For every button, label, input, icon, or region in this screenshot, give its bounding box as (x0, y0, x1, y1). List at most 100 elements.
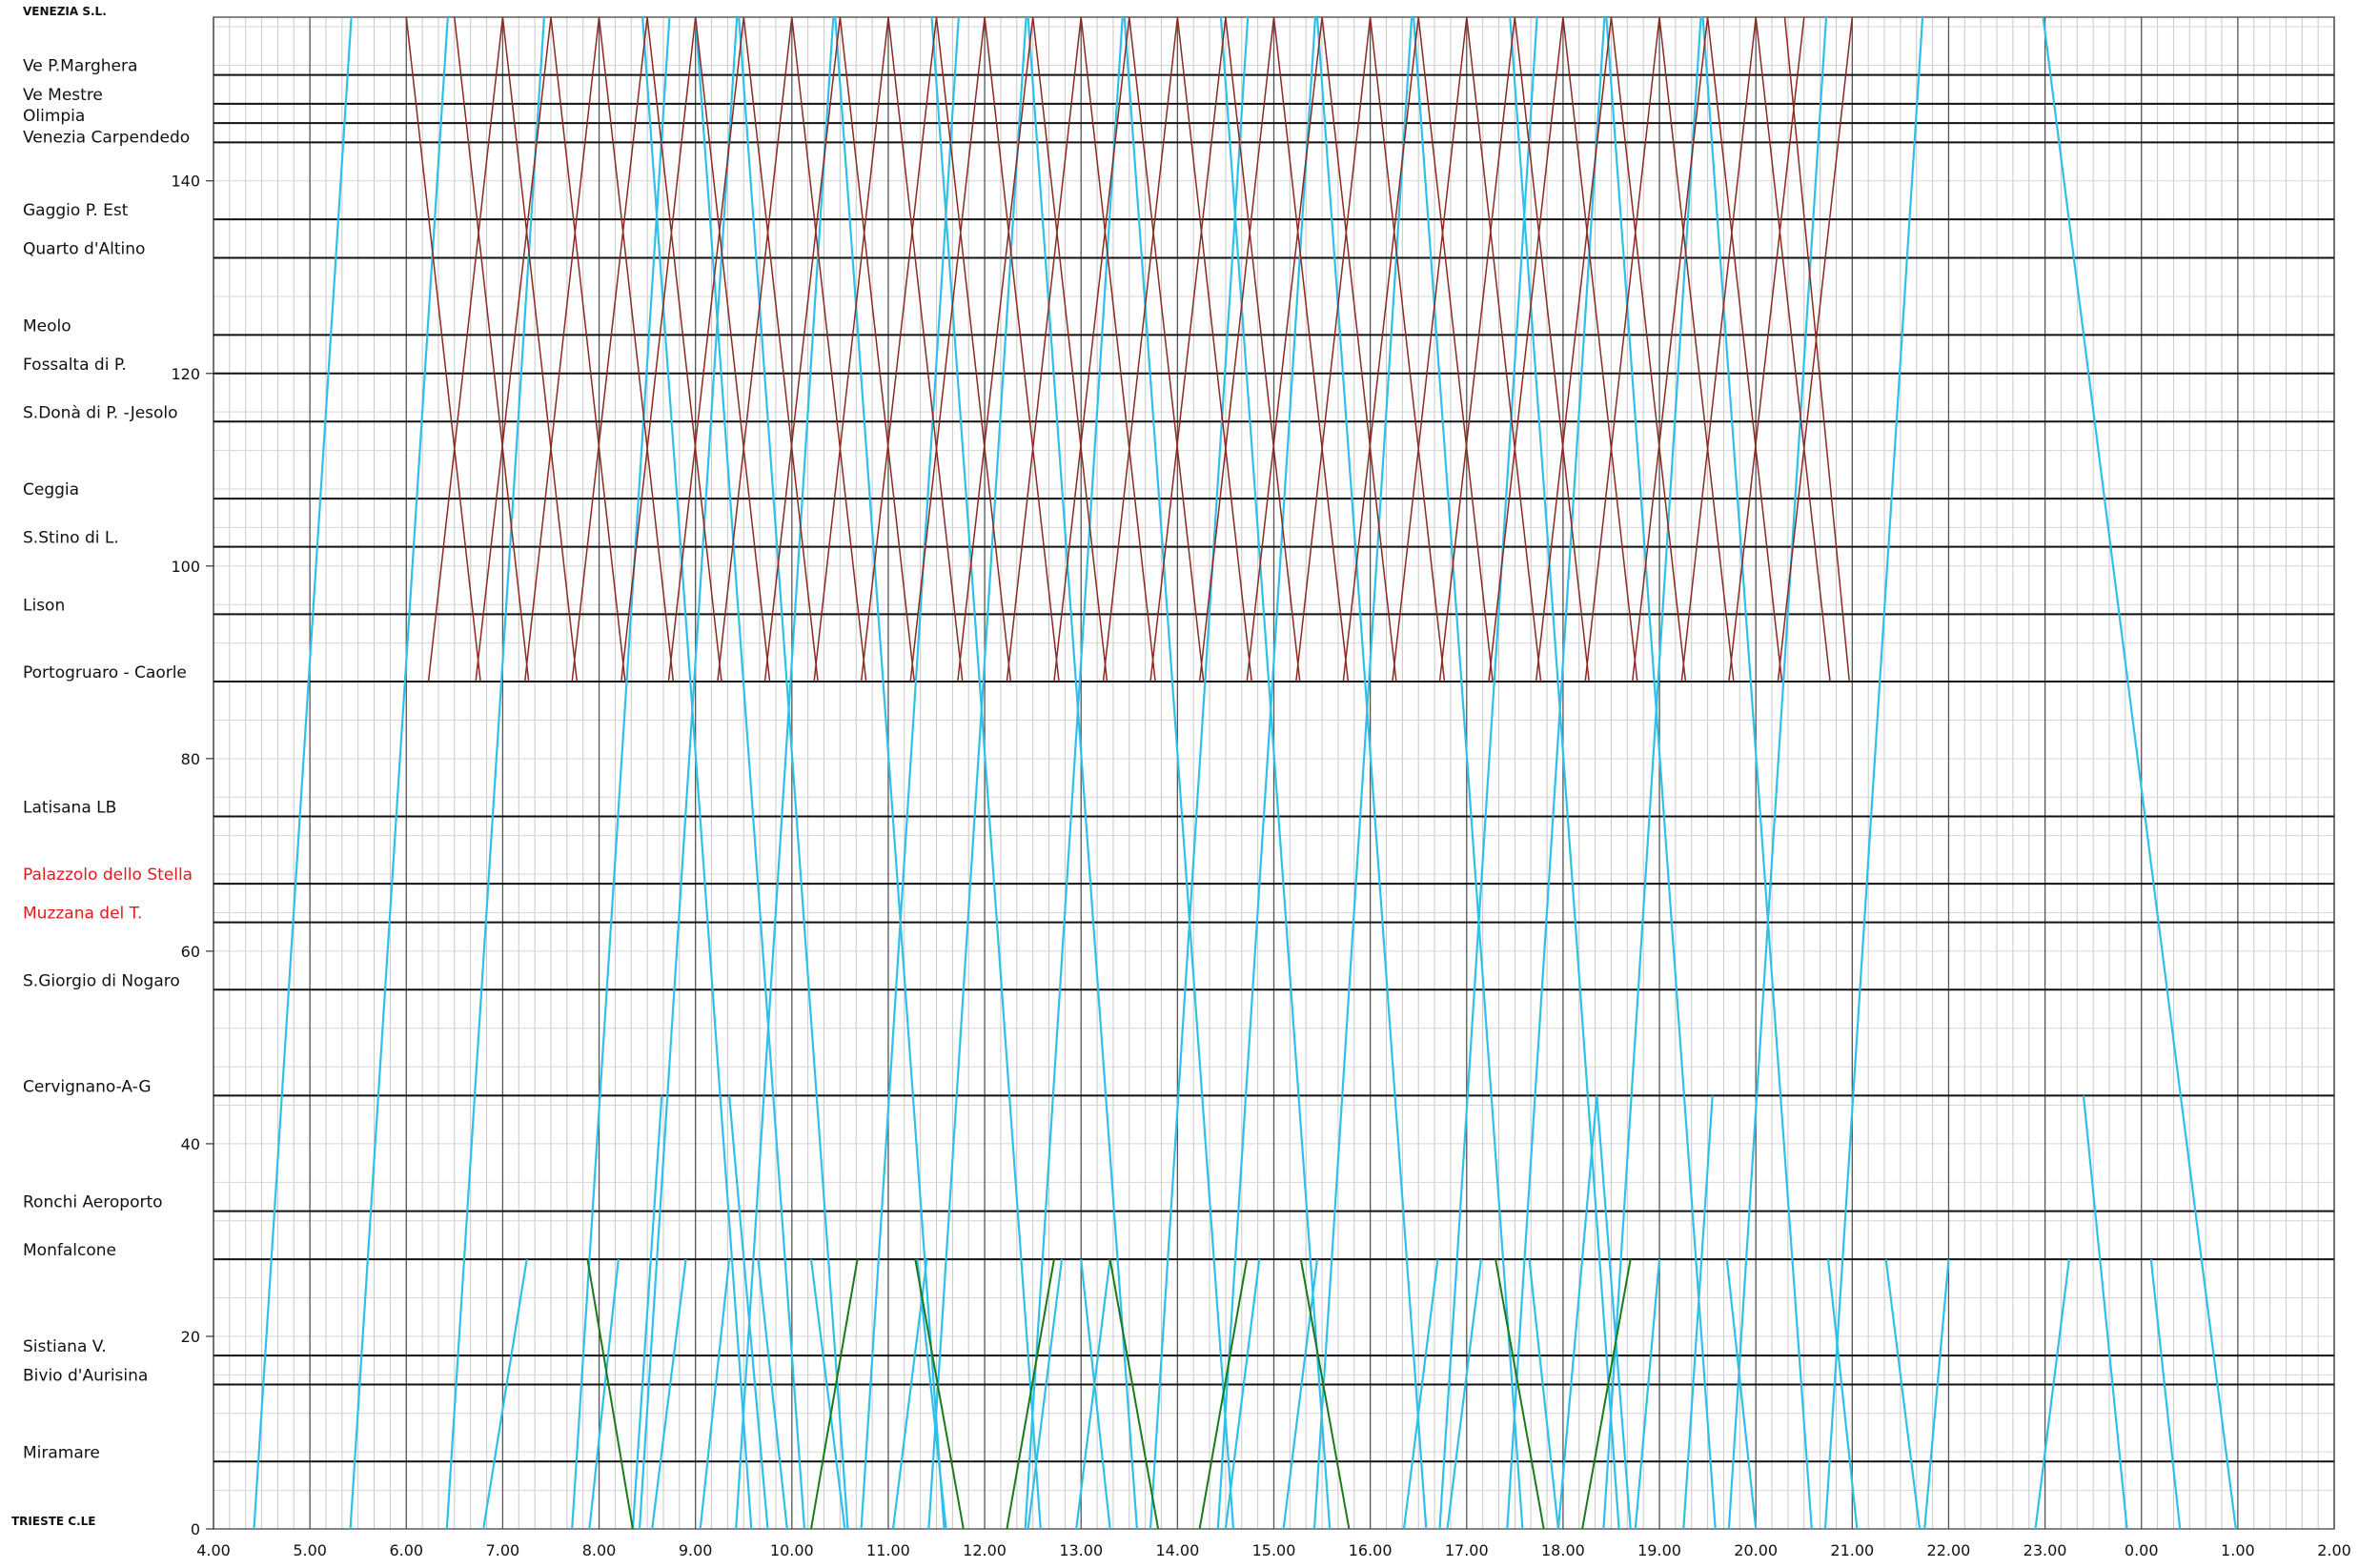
train-path (571, 16, 648, 682)
train-path (641, 16, 753, 1530)
station-label: S.Giorgio di Nogaro (23, 971, 180, 990)
train-path (1417, 16, 1494, 682)
train-path (1123, 16, 1235, 1530)
station-label: VENEZIA S.L. (23, 5, 107, 18)
train-path (1658, 16, 1735, 682)
train-path (1923, 1259, 1950, 1530)
x-tick-label: 21.00 (1830, 1541, 1874, 1559)
x-tick-label: 20.00 (1734, 1541, 1778, 1559)
train-path (445, 16, 545, 1530)
train-path (1634, 1259, 1661, 1530)
train-path (2082, 1095, 2128, 1530)
train-path (638, 16, 739, 1530)
train-path (571, 16, 671, 1530)
train-path (550, 16, 626, 682)
train-path (984, 16, 1060, 682)
axes: 4.00 5.00 6.00 7.00 8.00 9.00 10.00 11.00 12.00 1… (171, 173, 2350, 1559)
x-tick-label: 19.00 (1637, 1541, 1681, 1559)
x-tick-label: 6.00 (389, 1541, 423, 1559)
train-path (667, 16, 745, 682)
station-label: S.Donà di P. -Jesolo (23, 403, 178, 422)
train-path (1315, 16, 1428, 1530)
train-path (631, 1095, 663, 1530)
train-path (1272, 16, 1350, 682)
train-path (738, 16, 849, 1530)
x-tick-label: 16.00 (1349, 1541, 1393, 1559)
train-path (1438, 16, 1516, 682)
train-paths (253, 16, 2237, 1530)
train-path (427, 16, 504, 682)
train-path (699, 1258, 731, 1530)
station-label: S.Stino di L. (23, 529, 119, 548)
x-tick-label: 9.00 (679, 1541, 713, 1559)
x-tick-label: 13.00 (1059, 1541, 1103, 1559)
train-path (742, 16, 819, 682)
train-path (834, 16, 946, 1530)
train-path (620, 16, 697, 682)
station-label: Palazzolo dello Stella (23, 865, 193, 885)
train-path (1528, 1258, 1559, 1530)
station-label: Monfalcone (23, 1241, 116, 1260)
train-path (1149, 16, 1250, 1530)
train-path (860, 16, 938, 682)
station-label: Miramare (23, 1443, 100, 1462)
train-path (651, 1258, 687, 1530)
train-path (909, 16, 986, 682)
train-path (887, 16, 964, 682)
train-path (1682, 1095, 1714, 1530)
train-path (1299, 1258, 1351, 1530)
y-tick-label: 120 (171, 365, 200, 383)
train-path (1727, 16, 1828, 1530)
station-label: Gaggio P. Est (23, 201, 129, 220)
y-tick-label: 0 (191, 1520, 200, 1538)
x-tick-label: 4.00 (196, 1541, 231, 1559)
train-path (1446, 1258, 1482, 1530)
train-path (1584, 16, 1660, 682)
train-path (598, 16, 675, 682)
station-label: Muzzana del T. (23, 905, 142, 924)
train-path (694, 16, 771, 682)
train-path (1176, 16, 1252, 682)
train-path (1610, 16, 1687, 682)
train-path (935, 16, 1012, 682)
train-path (1282, 1258, 1319, 1530)
station-label: Venezia Carpendedo (23, 128, 190, 147)
station-label: Ceggia (23, 480, 79, 499)
station-label: Ve Mestre (23, 86, 103, 105)
train-path (1701, 16, 1813, 1530)
train-path (405, 16, 481, 682)
train-path (916, 1258, 947, 1530)
train-path (1884, 1258, 1922, 1530)
train-path (1392, 16, 1468, 682)
train-path (1080, 16, 1156, 682)
train-path (454, 16, 530, 682)
train-path (1369, 16, 1446, 682)
x-tick-label: 5.00 (293, 1541, 327, 1559)
station-label: Fossalta di P. (23, 356, 127, 375)
train-path (728, 1095, 769, 1530)
x-tick-label: 14.00 (1155, 1541, 1199, 1559)
y-tick-label: 80 (181, 750, 200, 768)
train-path (2042, 16, 2237, 1530)
x-tick-label: 10.00 (770, 1541, 814, 1559)
train-path (253, 16, 353, 1530)
train-path (914, 1258, 965, 1530)
train-path (1535, 16, 1613, 682)
train-path (482, 1258, 528, 1530)
train-path (927, 16, 1027, 1530)
train-path (1219, 16, 1332, 1530)
train-path (1581, 1258, 1632, 1530)
train-path (1466, 16, 1542, 682)
train-path (1783, 16, 1851, 682)
y-tick-label: 100 (171, 558, 200, 576)
x-tick-label: 23.00 (2023, 1541, 2067, 1559)
train-path (1342, 16, 1419, 682)
train-path (757, 1258, 788, 1530)
station-label: Quarto d'Altino (23, 240, 145, 259)
train-path (1438, 16, 1538, 1530)
train-path (1027, 16, 1138, 1530)
train-path (1556, 1095, 1598, 1530)
train-path (930, 16, 1042, 1530)
train-path (1706, 16, 1783, 682)
